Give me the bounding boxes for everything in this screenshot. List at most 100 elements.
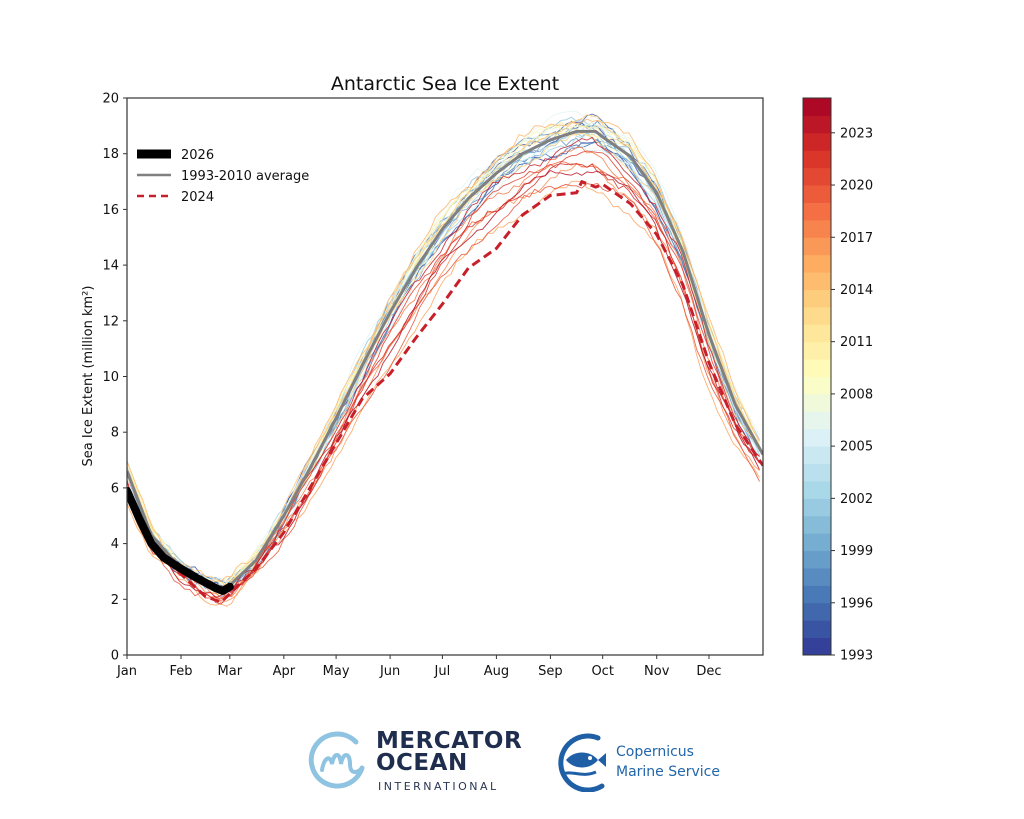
colorbar-tick-label: 2005 (840, 440, 873, 455)
legend: 2026 1993-2010 average 2024 (137, 148, 309, 205)
colorbar-tick-label: 1993 (840, 649, 873, 664)
colorbar-band (803, 637, 831, 656)
x-tick-label: Nov (644, 664, 670, 679)
colorbar-band (803, 567, 831, 586)
legend-label: 1993-2010 average (181, 169, 309, 184)
colorbar-band (803, 515, 831, 534)
year-line-1995 (127, 113, 760, 584)
colorbar-band (803, 289, 831, 308)
series-2026 (127, 486, 234, 595)
colorbar-band (803, 115, 831, 134)
y-tick-label: 2 (111, 593, 119, 608)
copernicus-marine-logo: Copernicus Marine Service (552, 728, 752, 798)
colorbar-band (803, 98, 831, 116)
x-tick-label: Apr (273, 664, 296, 679)
x-tick-label: Feb (170, 664, 193, 679)
colorbar-band (803, 202, 831, 221)
y-tick-label: 8 (111, 426, 119, 441)
year-line-2010 (127, 122, 760, 588)
colorbar-band (803, 463, 831, 482)
yearly-lines (127, 110, 760, 607)
copernicus-line1: Copernicus (616, 744, 694, 760)
colorbar-band (803, 237, 831, 256)
legend-label: 2024 (181, 190, 214, 205)
colorbar-band (803, 533, 831, 552)
series-2024 (127, 180, 763, 604)
x-tick-label: Mar (218, 664, 243, 679)
colorbar-band (803, 428, 831, 447)
series-1993-2010-average (127, 129, 763, 590)
colorbar-band (803, 376, 831, 395)
y-tick-label: 16 (102, 203, 119, 218)
y-tick-label: 20 (102, 92, 119, 107)
year-line-2004 (127, 121, 760, 583)
colorbar-frame (802, 97, 832, 656)
y-tick-label: 6 (111, 481, 119, 496)
colorbar-band (803, 324, 831, 343)
x-tick-label: Jul (434, 664, 451, 679)
x-axis: Jan Feb Mar Apr May Jun Jul Aug Sep Oct Nov Dec (116, 655, 722, 679)
colorbar-tick-label: 1999 (840, 544, 873, 559)
copernicus-line2: Marine Service (616, 764, 720, 780)
colorbar-tick-label: 2023 (840, 126, 873, 141)
year-line-2014 (127, 114, 760, 588)
colorbar-band (803, 254, 831, 273)
colorbar-band (803, 306, 831, 325)
year-line-2024 (127, 169, 760, 599)
colorbar-band (803, 480, 831, 499)
y-tick-label: 12 (102, 314, 119, 329)
x-tick-label: Oct (591, 664, 613, 679)
colorbar-band (803, 132, 831, 151)
colorbar-band (803, 150, 831, 169)
colorbar-band (803, 550, 831, 569)
y-tick-label: 14 (102, 259, 119, 274)
colorbar-tick-label: 1996 (840, 596, 873, 611)
year-line-2011 (127, 120, 760, 590)
chart-title: Antarctic Sea Ice Extent (331, 73, 559, 95)
colorbar-band (803, 585, 831, 604)
mercator-line2: OCEAN (376, 750, 468, 776)
colorbar-tick-label: 2014 (840, 283, 873, 298)
colorbar-band (803, 498, 831, 517)
year-line-2022 (127, 163, 760, 605)
year-line-1999 (127, 124, 760, 595)
colorbar-band (803, 272, 831, 290)
colorbar: 1993 1996 1999 2002 2005 2008 2011 2014 2017 2020… (802, 97, 873, 664)
year-line-1993 (127, 122, 760, 592)
y-axis-label: Sea Ice Extent (million km²) (81, 286, 96, 467)
colorbar-tick-label: 2008 (840, 387, 873, 402)
mercator-subtitle: INTERNATIONAL (378, 780, 499, 793)
colorbar-band (803, 341, 831, 360)
x-tick-label: Jan (116, 664, 137, 679)
year-line-2018 (127, 146, 760, 599)
year-line-2023 (127, 136, 760, 594)
x-tick-label: Dec (696, 664, 721, 679)
colorbar-band (803, 219, 831, 238)
x-tick-label: May (323, 664, 350, 679)
y-tick-label: 10 (102, 370, 119, 385)
colorbar-band (803, 602, 831, 621)
y-tick-label: 0 (111, 649, 119, 664)
legend-label: 2026 (181, 148, 214, 163)
colorbar-tick-label: 2002 (840, 492, 873, 507)
x-tick-label: Aug (484, 664, 509, 679)
year-line-2001 (127, 116, 760, 593)
colorbar-band (803, 359, 831, 377)
colorbar-tick-label: 2020 (840, 179, 873, 194)
year-line-2019 (127, 160, 760, 602)
year-line-2007 (127, 123, 760, 586)
footer-logos: MERCATOR OCEAN INTERNATIONAL Copernicus … (0, 720, 1024, 800)
colorbar-band (803, 620, 831, 639)
colorbar-band (803, 393, 831, 412)
colorbar-band (803, 411, 831, 430)
year-line-2003 (127, 126, 760, 587)
x-tick-label: Sep (538, 664, 563, 679)
x-tick-label: Jun (379, 664, 400, 679)
highlight-series (127, 129, 763, 604)
colorbar-band (803, 167, 831, 186)
fish-icon (558, 733, 606, 792)
year-line-2016 (127, 180, 760, 607)
mercator-line1: MERCATOR (376, 728, 523, 754)
year-line-2017 (127, 163, 760, 604)
y-tick-label: 4 (111, 537, 119, 552)
